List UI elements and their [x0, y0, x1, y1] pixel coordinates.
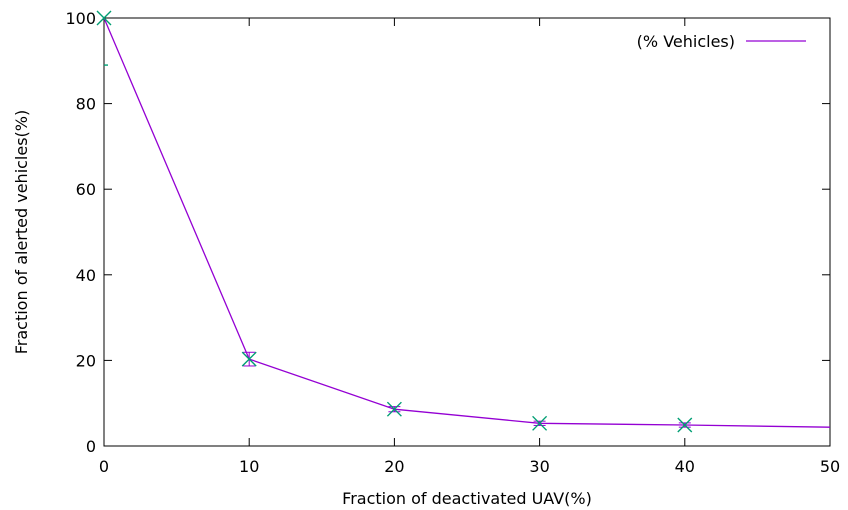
x-tick-label: 20 — [384, 457, 404, 476]
y-tick-labels: 0 20 40 60 80 100 — [65, 9, 96, 456]
series-lines — [103, 17, 831, 428]
plot-frame — [103, 17, 831, 447]
series-line — [103, 17, 831, 428]
x-tick-label: 50 — [820, 457, 840, 476]
x-tick-label: 30 — [529, 457, 549, 476]
x-axis-label: Fraction of deactivated UAV(%) — [342, 489, 592, 508]
x-tick-labels: 0 10 20 30 40 50 — [99, 457, 840, 476]
legend-label: (% Vehicles) — [637, 32, 735, 51]
legend: (% Vehicles) — [637, 32, 806, 51]
y-tick-label: 0 — [86, 437, 96, 456]
data-point-marker — [532, 415, 548, 431]
y-tick-label: 60 — [76, 180, 96, 199]
tick-marks — [103, 17, 831, 447]
data-point-marker — [241, 351, 257, 367]
data-markers — [96, 10, 693, 433]
y-tick-label: 100 — [65, 9, 96, 28]
y-axis-label: Fraction of alerted vehicles(%) — [12, 110, 31, 355]
y-tick-label: 40 — [76, 266, 96, 285]
x-tick-label: 40 — [675, 457, 695, 476]
x-tick-label: 0 — [99, 457, 109, 476]
x-tick-label: 10 — [239, 457, 259, 476]
y-tick-label: 20 — [76, 351, 96, 370]
data-point-marker — [677, 417, 693, 433]
y-tick-label: 80 — [76, 95, 96, 114]
data-point-marker — [96, 10, 112, 26]
data-point-marker — [386, 401, 402, 417]
